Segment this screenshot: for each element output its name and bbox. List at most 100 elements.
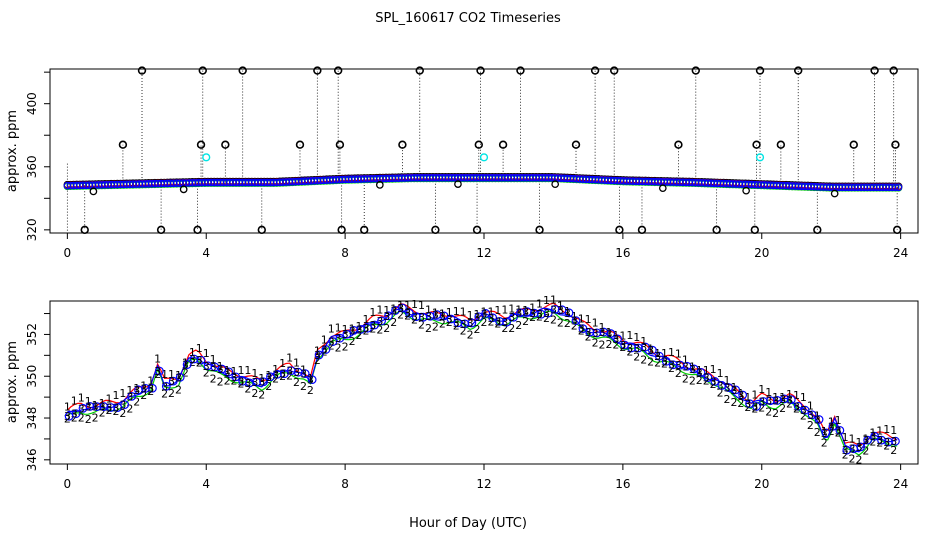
series-label-3: 3 — [314, 349, 321, 362]
top-x-tick-label: 12 — [476, 246, 491, 260]
cyan-point — [755, 153, 765, 162]
baseline-point-blue — [891, 183, 900, 192]
dip-point — [551, 180, 560, 189]
spike-point-low — [637, 225, 647, 235]
series-label-1: 1 — [404, 299, 411, 312]
series-label-3: 3 — [279, 368, 286, 381]
series-label-3: 3 — [251, 376, 258, 389]
series-label-3: 3 — [168, 375, 175, 388]
series-point-3 — [766, 396, 775, 406]
series-label-2: 2 — [675, 367, 682, 380]
series-label-2: 2 — [85, 413, 92, 426]
series-label-2: 2 — [599, 339, 606, 352]
bottom-x-tick-label: 20 — [754, 477, 769, 491]
series-label-2: 2 — [786, 398, 793, 411]
series-label-1: 1 — [474, 308, 481, 321]
series-label-2: 2 — [626, 346, 633, 359]
chart-title: SPL_160617 CO2 Timeseries — [375, 11, 561, 26]
series-label-2: 2 — [724, 393, 731, 406]
series-point-3 — [175, 372, 185, 382]
spike-point-high — [590, 66, 600, 75]
series-label-1: 1 — [793, 389, 800, 402]
series-point-3 — [231, 372, 241, 382]
series-label-1: 1 — [647, 342, 654, 355]
series-label-1: 1 — [272, 363, 279, 376]
series-point-3 — [710, 377, 720, 386]
series-point-3 — [703, 373, 713, 382]
series-label-3: 3 — [612, 333, 619, 346]
spike-point-high — [198, 66, 207, 75]
series-label-2: 2 — [425, 322, 432, 335]
series-label-1: 1 — [349, 323, 356, 336]
dip-point — [179, 185, 188, 194]
cyan-point — [479, 153, 489, 162]
series-point-3 — [800, 405, 810, 415]
series-label-2: 2 — [494, 318, 501, 331]
series-label-3: 3 — [550, 303, 557, 316]
spike-point-low — [257, 225, 266, 235]
series-label-2: 2 — [550, 314, 557, 327]
series-label-2: 2 — [689, 375, 696, 388]
series-point-3 — [384, 311, 393, 321]
spike-point-mid — [849, 140, 858, 149]
series-label-3: 3 — [78, 402, 85, 415]
spike-point-high — [137, 66, 147, 75]
series-label-3: 3 — [814, 413, 821, 426]
series-label-3: 3 — [418, 311, 425, 324]
dip-point — [375, 181, 384, 189]
series-label-1: 1 — [522, 304, 529, 317]
series-label-3: 3 — [293, 366, 300, 379]
series-label-2: 2 — [592, 336, 599, 349]
series-label-1: 1 — [265, 369, 272, 382]
series-point-3 — [585, 327, 595, 337]
series-point-3 — [870, 431, 879, 441]
series-point-3 — [342, 329, 352, 339]
series-label-1: 1 — [307, 372, 314, 385]
cyan-point — [202, 153, 211, 162]
series-label-3: 3 — [362, 322, 369, 335]
series-label-3: 3 — [696, 366, 703, 379]
series-label-1: 1 — [578, 313, 585, 326]
baseline-point-blue — [894, 183, 903, 192]
series-label-3: 3 — [397, 302, 404, 315]
series-label-2: 2 — [654, 357, 661, 370]
top-x-tick-label: 8 — [341, 246, 349, 260]
series-label-2: 2 — [99, 407, 106, 420]
series-point-3 — [661, 356, 671, 366]
series-label-1: 1 — [237, 364, 244, 377]
series-label-2: 2 — [119, 407, 126, 420]
series-label-3: 3 — [876, 434, 883, 447]
series-label-2: 2 — [314, 354, 321, 367]
series-point-3 — [689, 364, 699, 374]
top-x-tick-label: 20 — [754, 246, 769, 260]
series-point-3 — [835, 425, 845, 435]
series-label-3: 3 — [772, 394, 779, 407]
series-label-3: 3 — [133, 384, 140, 397]
series-label-3: 3 — [328, 336, 335, 349]
series-label-2: 2 — [717, 386, 724, 399]
series-point-3 — [182, 360, 192, 369]
spike-point-high — [889, 66, 898, 75]
series-point-3 — [467, 318, 477, 328]
series-label-1: 1 — [758, 383, 765, 396]
series-label-1: 1 — [481, 305, 488, 318]
series-label-1: 1 — [175, 369, 182, 382]
series-label-2: 2 — [92, 412, 99, 425]
series-point-3 — [564, 308, 574, 318]
series-label-3: 3 — [217, 363, 224, 376]
series-label-1: 1 — [182, 356, 189, 369]
series-label-1: 1 — [855, 436, 862, 449]
series-label-2: 2 — [168, 387, 175, 400]
series-point-3 — [411, 312, 421, 322]
bottom-y-axis-label: approx. ppm — [5, 341, 20, 423]
top-plot-frame — [49, 68, 919, 234]
series-point-3 — [668, 360, 678, 370]
series-label-3: 3 — [446, 313, 453, 326]
series-label-2: 2 — [64, 412, 71, 425]
series-label-3: 3 — [633, 342, 640, 355]
series-point-3 — [495, 317, 505, 326]
series-label-1: 1 — [536, 297, 543, 310]
series-label-3: 3 — [404, 307, 411, 320]
series-label-2: 2 — [140, 389, 147, 402]
series-label-1: 1 — [710, 363, 717, 376]
